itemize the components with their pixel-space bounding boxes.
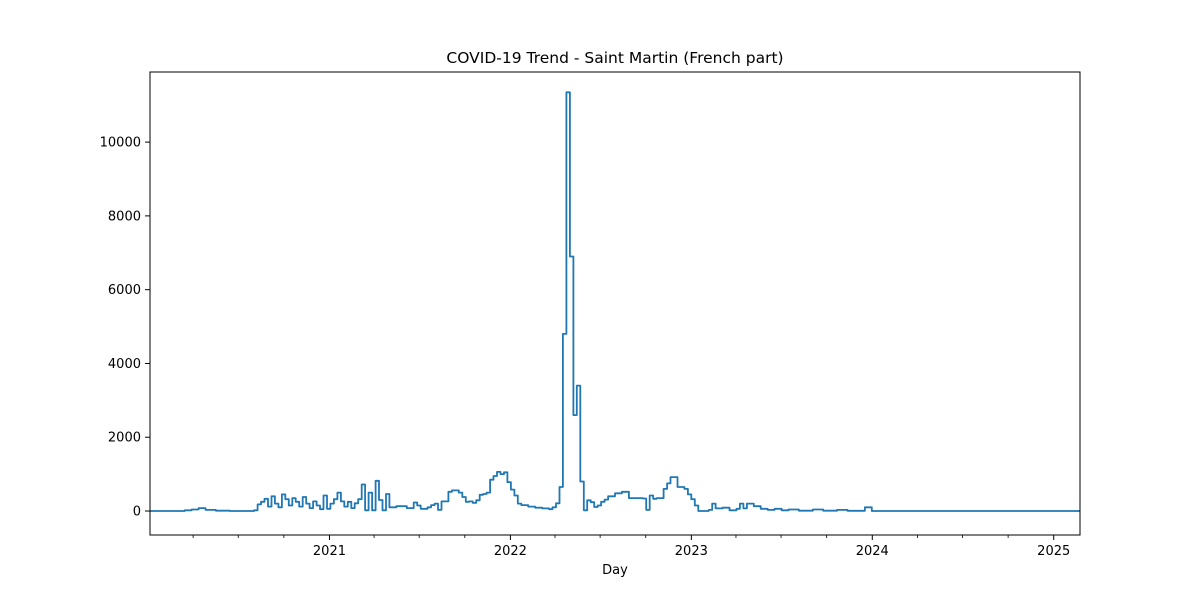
series-line [150, 91, 1080, 512]
y-tick-label: 0 [133, 505, 141, 520]
x-tick-label: 2022 [494, 544, 527, 559]
y-tick-label: 6000 [108, 283, 141, 298]
x-tick-label: 2025 [1037, 544, 1070, 559]
y-tick-label: 8000 [108, 209, 141, 224]
y-axis: 0 2000 4000 6000 8000 10000 [100, 136, 150, 520]
x-axis: 2021 2022 2023 2024 2025 [192, 535, 1070, 559]
x-tick-label: 2021 [313, 544, 346, 559]
y-tick-label: 4000 [108, 357, 141, 372]
y-tick-label: 2000 [108, 431, 141, 446]
plot-frame [149, 71, 1081, 536]
plot-area [150, 91, 1080, 512]
y-tick-label: 10000 [100, 136, 141, 151]
x-tick-label: 2023 [675, 544, 708, 559]
x-axis-label: Day [602, 563, 628, 578]
chart-title: COVID-19 Trend - Saint Martin (French pa… [446, 49, 783, 67]
x-tick-label: 2024 [856, 544, 889, 559]
